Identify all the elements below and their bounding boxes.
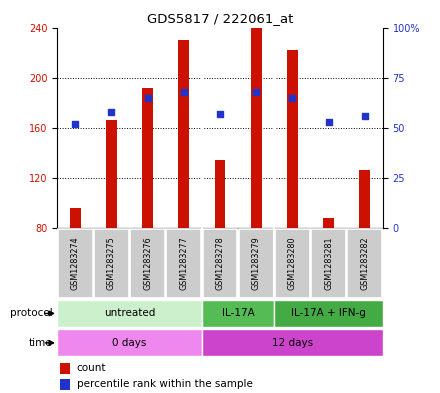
Bar: [202, 300, 274, 327]
Text: GSM1283276: GSM1283276: [143, 237, 152, 290]
Bar: [166, 229, 201, 298]
Bar: [142, 88, 153, 228]
Text: 0 days: 0 days: [112, 338, 147, 348]
Bar: [57, 300, 202, 327]
Bar: [57, 329, 202, 356]
Text: GSM1283277: GSM1283277: [180, 237, 188, 290]
Bar: [60, 379, 70, 390]
Point: [253, 88, 260, 95]
Text: count: count: [77, 363, 106, 373]
Text: GSM1283280: GSM1283280: [288, 237, 297, 290]
Bar: [106, 120, 117, 228]
Point: [325, 119, 332, 125]
Bar: [58, 229, 93, 298]
Point: [144, 94, 151, 101]
Bar: [94, 229, 129, 298]
Bar: [359, 170, 370, 228]
Text: GSM1283281: GSM1283281: [324, 237, 333, 290]
Text: GSM1283274: GSM1283274: [71, 237, 80, 290]
Bar: [70, 208, 81, 228]
Bar: [274, 300, 383, 327]
Text: GDS5817 / 222061_at: GDS5817 / 222061_at: [147, 12, 293, 25]
Bar: [287, 50, 298, 228]
Point: [72, 121, 79, 127]
Point: [180, 88, 187, 95]
Text: GSM1283282: GSM1283282: [360, 237, 369, 290]
Bar: [323, 218, 334, 228]
Bar: [130, 229, 165, 298]
Text: IL-17A + IFN-g: IL-17A + IFN-g: [291, 309, 366, 318]
Bar: [275, 229, 310, 298]
Point: [289, 94, 296, 101]
Bar: [311, 229, 346, 298]
Text: time: time: [29, 338, 53, 348]
Text: percentile rank within the sample: percentile rank within the sample: [77, 379, 253, 389]
Bar: [347, 229, 382, 298]
Text: GSM1283275: GSM1283275: [107, 237, 116, 290]
Text: GSM1283279: GSM1283279: [252, 237, 260, 290]
Point: [216, 110, 224, 117]
Bar: [203, 229, 237, 298]
Bar: [215, 160, 225, 228]
Text: IL-17A: IL-17A: [222, 309, 254, 318]
Bar: [251, 28, 262, 228]
Text: 12 days: 12 days: [272, 338, 313, 348]
Bar: [202, 329, 383, 356]
Bar: [178, 40, 189, 228]
Point: [108, 108, 115, 115]
Point: [361, 112, 368, 119]
Bar: [60, 363, 70, 374]
Bar: [239, 229, 274, 298]
Text: untreated: untreated: [104, 309, 155, 318]
Text: protocol: protocol: [10, 309, 53, 318]
Text: GSM1283278: GSM1283278: [216, 237, 224, 290]
